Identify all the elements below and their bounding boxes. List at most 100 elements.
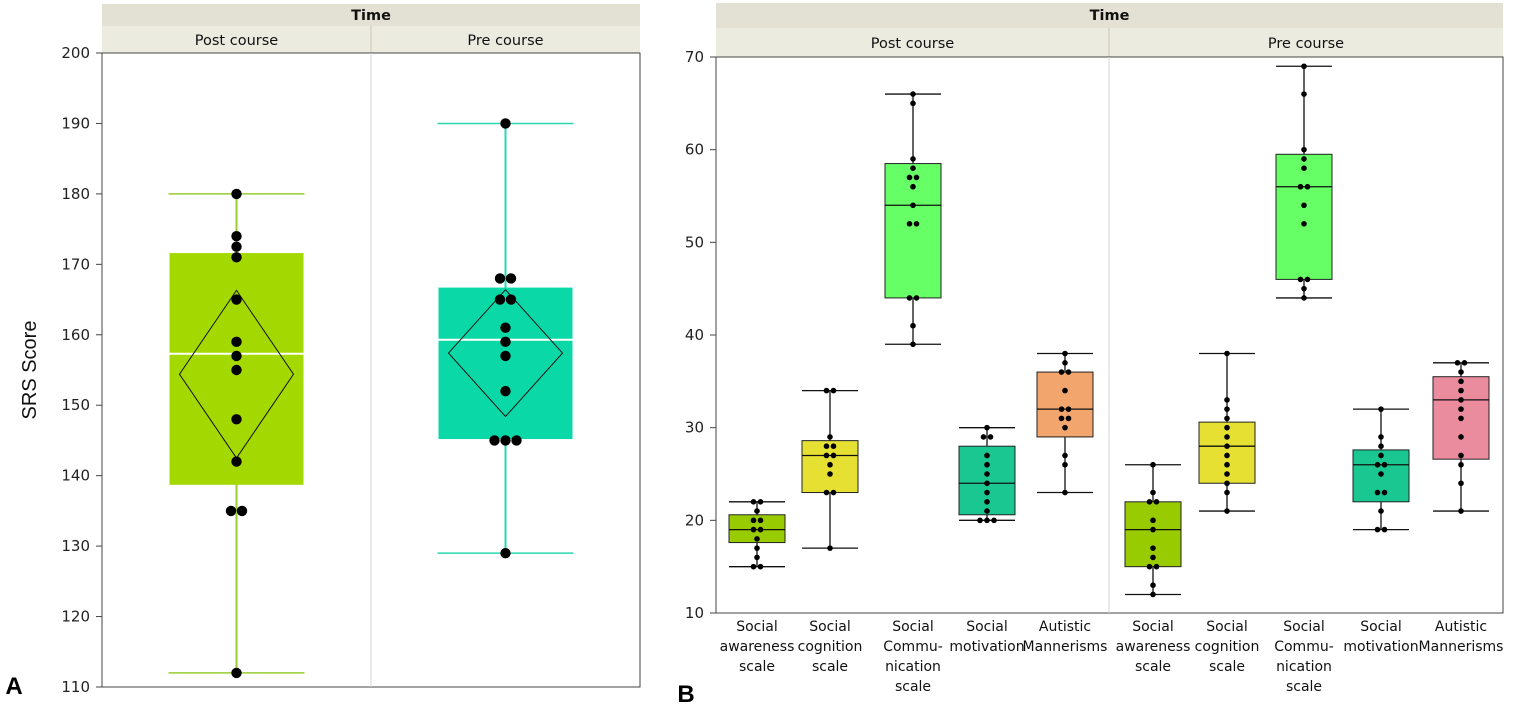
category-label: motivation bbox=[1343, 639, 1418, 655]
data-point bbox=[1224, 480, 1230, 487]
data-point bbox=[910, 165, 916, 171]
data-point bbox=[236, 505, 248, 517]
data-point bbox=[757, 563, 764, 570]
box-autistic-mannerisms-pre bbox=[1432, 360, 1490, 514]
data-point bbox=[231, 350, 242, 362]
data-point bbox=[1224, 471, 1230, 477]
data-point bbox=[823, 443, 830, 450]
data-point bbox=[984, 424, 990, 431]
data-point bbox=[1381, 526, 1388, 533]
category-label: Autistic bbox=[1039, 619, 1091, 635]
data-point bbox=[1458, 406, 1464, 412]
y-tick-label: 50 bbox=[685, 233, 704, 251]
data-point bbox=[913, 174, 920, 181]
data-point bbox=[910, 156, 916, 162]
data-point bbox=[910, 100, 916, 107]
data-point bbox=[1150, 591, 1156, 598]
data-point bbox=[1297, 183, 1304, 190]
box-group-post-course bbox=[168, 188, 305, 679]
category-label: cognition bbox=[798, 639, 863, 655]
data-point bbox=[750, 563, 757, 570]
y-tick-label: 170 bbox=[61, 255, 90, 273]
data-point bbox=[1224, 415, 1230, 422]
data-point bbox=[1458, 415, 1464, 422]
category-label: Social bbox=[1132, 619, 1174, 635]
y-tick-label: 40 bbox=[685, 326, 704, 344]
data-point bbox=[984, 517, 990, 524]
box-group-pre-course bbox=[437, 118, 574, 559]
data-point bbox=[1458, 480, 1464, 487]
data-point bbox=[500, 435, 511, 446]
category-label: scale bbox=[812, 659, 848, 675]
data-point bbox=[1301, 285, 1307, 292]
data-point bbox=[754, 554, 760, 561]
data-point bbox=[984, 471, 990, 477]
iqr-box bbox=[438, 287, 573, 440]
box-social-commu--nication-scale-pre bbox=[1275, 63, 1333, 301]
data-point bbox=[225, 505, 237, 517]
data-point bbox=[231, 414, 242, 425]
data-point bbox=[1378, 434, 1384, 440]
data-point bbox=[494, 294, 506, 305]
data-point bbox=[231, 241, 242, 252]
data-point bbox=[827, 461, 833, 468]
data-point bbox=[231, 294, 242, 305]
y-tick-label: 150 bbox=[61, 396, 90, 414]
box-social-motivation-pre bbox=[1352, 406, 1410, 533]
data-point bbox=[231, 230, 242, 242]
data-point bbox=[1301, 146, 1307, 153]
data-point bbox=[1150, 461, 1156, 468]
category-label: awareness bbox=[720, 639, 795, 655]
box-social-awareness-scale-post bbox=[728, 499, 786, 570]
y-axis-label: SRS Score bbox=[19, 321, 41, 420]
data-point bbox=[1301, 63, 1307, 70]
y-tick-label: 30 bbox=[685, 419, 704, 437]
data-point bbox=[1381, 489, 1388, 496]
data-point bbox=[1065, 415, 1072, 422]
panel-b-header-bar bbox=[716, 3, 1503, 28]
data-point bbox=[489, 435, 500, 446]
y-tick-label: 180 bbox=[61, 185, 90, 203]
y-tick-label: 110 bbox=[61, 678, 90, 696]
category-label: scale bbox=[1286, 679, 1322, 695]
data-point bbox=[1301, 156, 1307, 162]
group-label: Pre course bbox=[1268, 36, 1344, 52]
data-point bbox=[1301, 221, 1307, 227]
category-label: Mannerisms bbox=[1419, 639, 1504, 655]
category-label: Autistic bbox=[1435, 619, 1487, 635]
data-point bbox=[984, 480, 990, 487]
mean-diamond bbox=[447, 288, 564, 418]
data-point bbox=[1062, 489, 1068, 496]
data-point bbox=[1458, 452, 1464, 459]
data-point bbox=[1224, 350, 1230, 357]
category-label: scale bbox=[1209, 659, 1245, 675]
data-point bbox=[910, 341, 916, 348]
box-social-cognition-scale-post bbox=[801, 387, 859, 551]
data-point bbox=[1378, 452, 1384, 459]
data-point bbox=[231, 336, 242, 348]
panel-label-b: B bbox=[677, 681, 694, 708]
category-label: scale bbox=[1135, 659, 1171, 675]
data-point bbox=[823, 489, 830, 496]
panel-a-header-bar bbox=[102, 4, 640, 26]
data-point bbox=[1378, 471, 1384, 477]
data-point bbox=[757, 499, 764, 505]
panel-b: Time 10 20 30 40 50 60 70 B Post course Social awar… bbox=[677, 3, 1504, 708]
data-point bbox=[906, 221, 913, 227]
y-tick-label: 140 bbox=[61, 467, 90, 485]
data-point bbox=[1304, 276, 1311, 283]
data-point bbox=[1224, 434, 1230, 440]
iqr-box bbox=[1275, 153, 1333, 280]
data-point bbox=[750, 517, 757, 524]
category-label: motivation bbox=[949, 639, 1024, 655]
data-point bbox=[1062, 461, 1068, 468]
box-autistic-mannerisms-post bbox=[1036, 350, 1094, 496]
category-label: scale bbox=[895, 679, 931, 695]
data-point bbox=[906, 295, 913, 301]
data-point bbox=[910, 202, 916, 209]
data-point bbox=[827, 545, 833, 551]
data-point bbox=[910, 322, 916, 329]
data-point bbox=[1301, 295, 1307, 301]
data-point bbox=[984, 461, 990, 468]
